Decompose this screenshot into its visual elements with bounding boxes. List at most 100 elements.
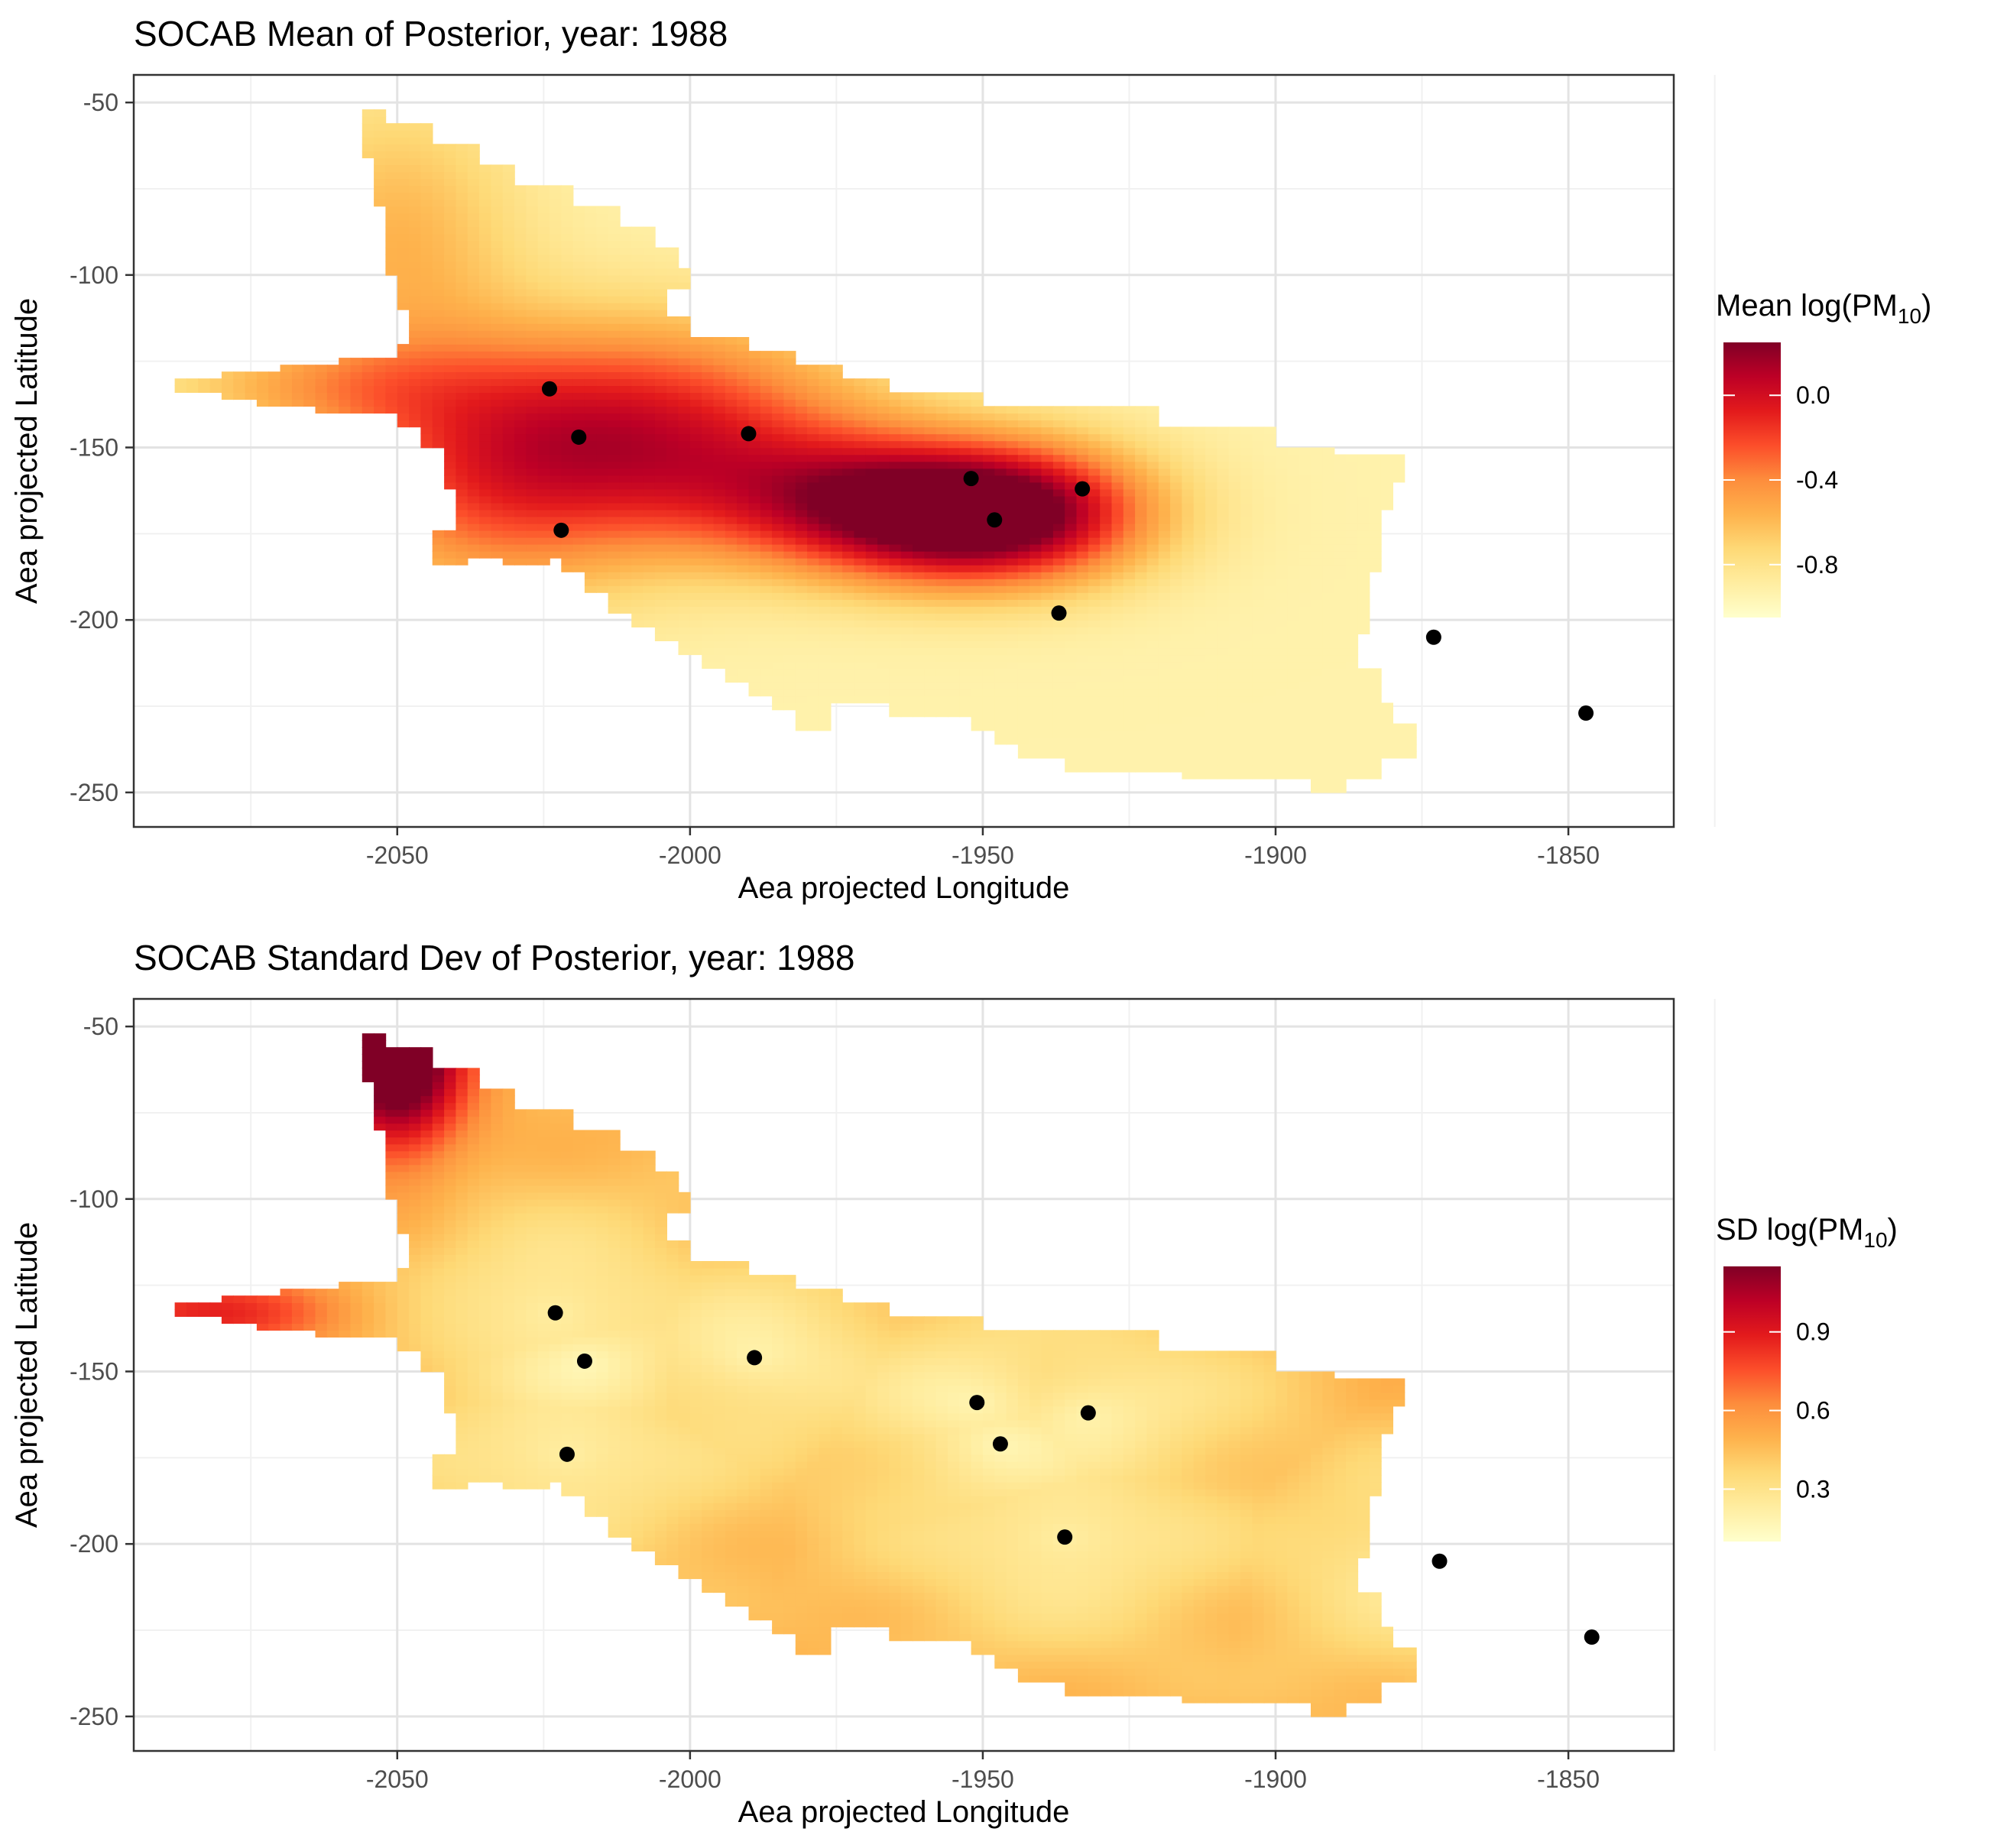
heatmap-cell bbox=[409, 330, 422, 338]
heatmap-cell bbox=[959, 426, 972, 435]
heatmap-cell bbox=[795, 440, 808, 449]
heatmap-cell bbox=[550, 502, 563, 511]
heatmap-cell bbox=[819, 481, 832, 490]
heatmap-cell bbox=[456, 351, 469, 358]
heatmap-cell bbox=[1252, 495, 1265, 504]
heatmap-cell bbox=[948, 668, 961, 676]
heatmap-cell bbox=[420, 1316, 433, 1324]
heatmap-cell bbox=[1357, 668, 1370, 676]
heatmap-cell bbox=[865, 682, 878, 690]
heatmap-cell bbox=[467, 206, 480, 214]
heatmap-cell bbox=[456, 1075, 469, 1083]
heatmap-cell bbox=[374, 109, 387, 117]
heatmap-cell bbox=[1287, 640, 1300, 649]
heatmap-cell bbox=[479, 240, 492, 248]
heatmap-cell bbox=[572, 295, 585, 303]
heatmap-cell bbox=[374, 1088, 387, 1097]
heatmap-cell bbox=[1369, 771, 1382, 780]
heatmap-cell bbox=[1228, 709, 1241, 718]
heatmap-cell bbox=[1311, 613, 1324, 621]
heatmap-cell bbox=[1017, 723, 1030, 731]
heatmap-cell bbox=[1369, 716, 1382, 725]
heatmap-cell bbox=[924, 413, 937, 421]
heatmap-cell bbox=[491, 219, 504, 228]
heatmap-cell bbox=[608, 330, 621, 338]
heatmap-cell bbox=[948, 682, 961, 690]
heatmap-cell bbox=[608, 413, 621, 421]
heatmap-cell bbox=[1017, 668, 1030, 676]
heatmap-cell bbox=[1135, 634, 1148, 641]
heatmap-cell bbox=[678, 495, 691, 504]
heatmap-cell bbox=[1263, 682, 1276, 690]
heatmap-cell bbox=[339, 406, 352, 414]
heatmap-cell bbox=[1357, 454, 1370, 462]
heatmap-cell bbox=[432, 1461, 445, 1469]
heatmap-cell bbox=[1240, 771, 1253, 780]
legend-tick-label: 0.0 bbox=[1796, 381, 1830, 409]
heatmap-cell bbox=[526, 440, 539, 449]
heatmap-cell bbox=[1052, 702, 1065, 711]
heatmap-cell bbox=[397, 1205, 410, 1214]
heatmap-cell bbox=[1135, 661, 1148, 669]
heatmap-cell bbox=[1357, 730, 1370, 738]
heatmap-cell bbox=[1052, 592, 1065, 600]
heatmap-cell bbox=[1017, 627, 1030, 634]
heatmap-cell bbox=[374, 399, 387, 407]
heatmap-cell bbox=[619, 509, 632, 517]
heatmap-cell bbox=[350, 392, 363, 400]
heatmap-cell bbox=[1228, 751, 1241, 759]
heatmap-cell bbox=[456, 1240, 469, 1248]
heatmap-cell bbox=[982, 634, 995, 641]
heatmap-cell bbox=[913, 689, 926, 697]
heatmap-cell bbox=[1088, 523, 1101, 531]
heatmap-cell bbox=[397, 1337, 410, 1345]
heatmap-cell bbox=[561, 495, 574, 504]
heatmap-cell bbox=[795, 426, 808, 435]
heatmap-cell bbox=[550, 281, 563, 290]
heatmap-cell bbox=[1311, 543, 1324, 552]
heatmap-cell bbox=[233, 385, 246, 393]
heatmap-cell bbox=[550, 192, 563, 200]
heatmap-cell bbox=[1017, 661, 1030, 669]
heatmap-cell bbox=[877, 399, 890, 407]
heatmap-cell bbox=[1276, 461, 1289, 469]
heatmap-cell bbox=[1193, 454, 1206, 462]
heatmap-cell bbox=[221, 378, 234, 386]
heatmap-cell bbox=[420, 1178, 433, 1186]
heatmap-cell bbox=[1322, 695, 1335, 704]
heatmap-cell bbox=[689, 627, 702, 634]
heatmap-cell bbox=[889, 668, 902, 676]
heatmap-cell bbox=[830, 592, 843, 600]
heatmap-cell bbox=[1193, 654, 1206, 663]
heatmap-cell bbox=[1111, 737, 1124, 745]
heatmap-cell bbox=[1205, 654, 1218, 663]
heatmap-cell bbox=[502, 247, 515, 255]
heatmap-cell bbox=[1393, 737, 1406, 745]
heatmap-cell bbox=[1029, 420, 1042, 428]
heatmap-cell bbox=[444, 1226, 457, 1234]
heatmap-cell bbox=[666, 420, 679, 428]
heatmap-cell bbox=[982, 613, 995, 621]
heatmap-cell bbox=[456, 1337, 469, 1345]
heatmap-cell bbox=[362, 399, 374, 407]
heatmap-cell bbox=[1088, 440, 1101, 449]
heatmap-cell bbox=[982, 565, 995, 572]
heatmap-cell bbox=[1052, 585, 1065, 593]
heatmap-cell bbox=[877, 654, 890, 663]
heatmap-cell bbox=[1135, 433, 1148, 442]
heatmap-cell bbox=[1100, 682, 1113, 690]
heatmap-cell bbox=[900, 661, 913, 669]
heatmap-cell bbox=[1346, 454, 1359, 462]
heatmap-cell bbox=[713, 516, 726, 524]
heatmap-cell bbox=[819, 599, 832, 607]
heatmap-cell bbox=[303, 1302, 316, 1310]
heatmap-cell bbox=[737, 640, 750, 649]
heatmap-cell bbox=[1276, 543, 1289, 552]
heatmap-cell bbox=[420, 1219, 433, 1227]
heatmap-cell bbox=[1228, 737, 1241, 745]
heatmap-cell bbox=[1287, 675, 1300, 683]
heatmap-cell bbox=[654, 509, 667, 517]
heatmap-cell bbox=[1170, 502, 1183, 511]
heatmap-cell bbox=[748, 557, 761, 566]
heatmap-cell bbox=[1287, 627, 1300, 634]
